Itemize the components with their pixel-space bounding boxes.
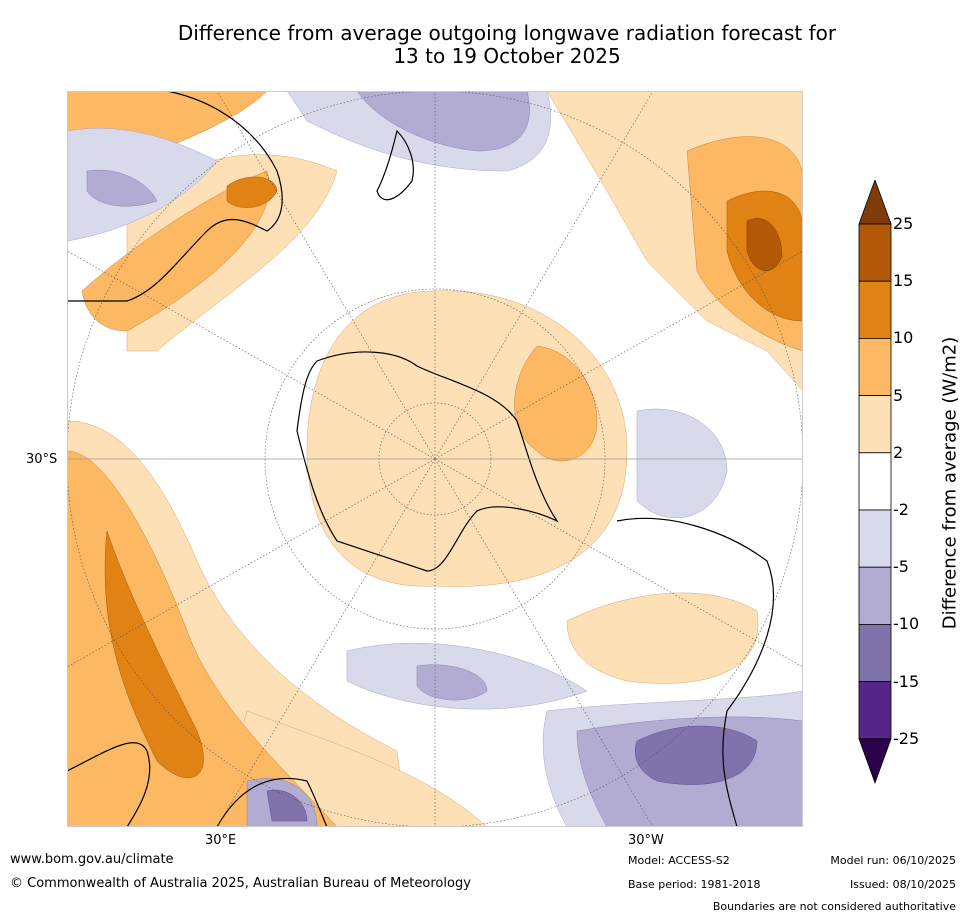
colorbar-box <box>858 223 892 282</box>
colorbar-box <box>858 337 892 396</box>
footer-issued: Issued: 08/10/2025 <box>849 878 956 891</box>
colorbar-boxes <box>858 180 892 784</box>
anomaly-minus-10-to-minus-15 <box>266 725 758 822</box>
anomaly-15-to-25 <box>746 218 783 272</box>
colorbar-label: -5 <box>893 557 909 577</box>
footer-base-period: Base period: 1981-2018 <box>628 878 761 891</box>
lon-label-30e: 30°E <box>205 833 237 848</box>
graticule <box>67 91 803 827</box>
colorbar-label: 15 <box>893 271 914 291</box>
footer-model-run: Model run: 06/10/2025 <box>830 854 956 867</box>
colorbar-box <box>858 509 892 568</box>
colorbar-box <box>858 623 892 682</box>
title-line-2: 13 to 19 October 2025 <box>393 44 621 68</box>
colorbar-label: -2 <box>893 500 909 519</box>
colorbar-label: -25 <box>893 728 920 748</box>
chart-title: Difference from average outgoing longwav… <box>0 22 965 68</box>
colorbar-box <box>858 280 892 339</box>
colorbar-box <box>858 681 892 740</box>
colorbar-label: 10 <box>893 328 914 348</box>
colorbar-label: -15 <box>893 671 920 691</box>
footer-website: www.bom.gov.au/climate <box>10 852 174 867</box>
title-line-1: Difference from average outgoing longwav… <box>177 21 837 45</box>
colorbar-box <box>858 395 892 454</box>
anomaly-5-to-10 <box>67 91 803 827</box>
colorbar-box <box>858 566 892 625</box>
footer-model: Model: ACCESS-S2 <box>628 854 730 867</box>
colorbar-extend-top <box>858 180 892 225</box>
colorbar-title: Difference from average (W/m2) <box>939 336 961 630</box>
coastlines <box>67 91 775 827</box>
colorbar-extend-bottom <box>858 738 892 784</box>
lat-label-30s: 30°S <box>26 452 58 467</box>
colorbar-box <box>858 452 892 511</box>
anomaly-map <box>67 91 803 827</box>
lon-label-30w: 30°W <box>628 833 664 848</box>
footer-disclaimer: Boundaries are not considered authoritat… <box>712 900 956 913</box>
colorbar-label: 5 <box>893 385 904 405</box>
colorbar-label: 2 <box>893 442 904 462</box>
map-frame <box>67 91 803 827</box>
footer-copyright: © Commonwealth of Australia 2025, Austra… <box>10 876 471 891</box>
colorbar-label: 25 <box>893 214 914 233</box>
colorbar <box>858 180 892 784</box>
colorbar-label: -10 <box>893 614 920 634</box>
